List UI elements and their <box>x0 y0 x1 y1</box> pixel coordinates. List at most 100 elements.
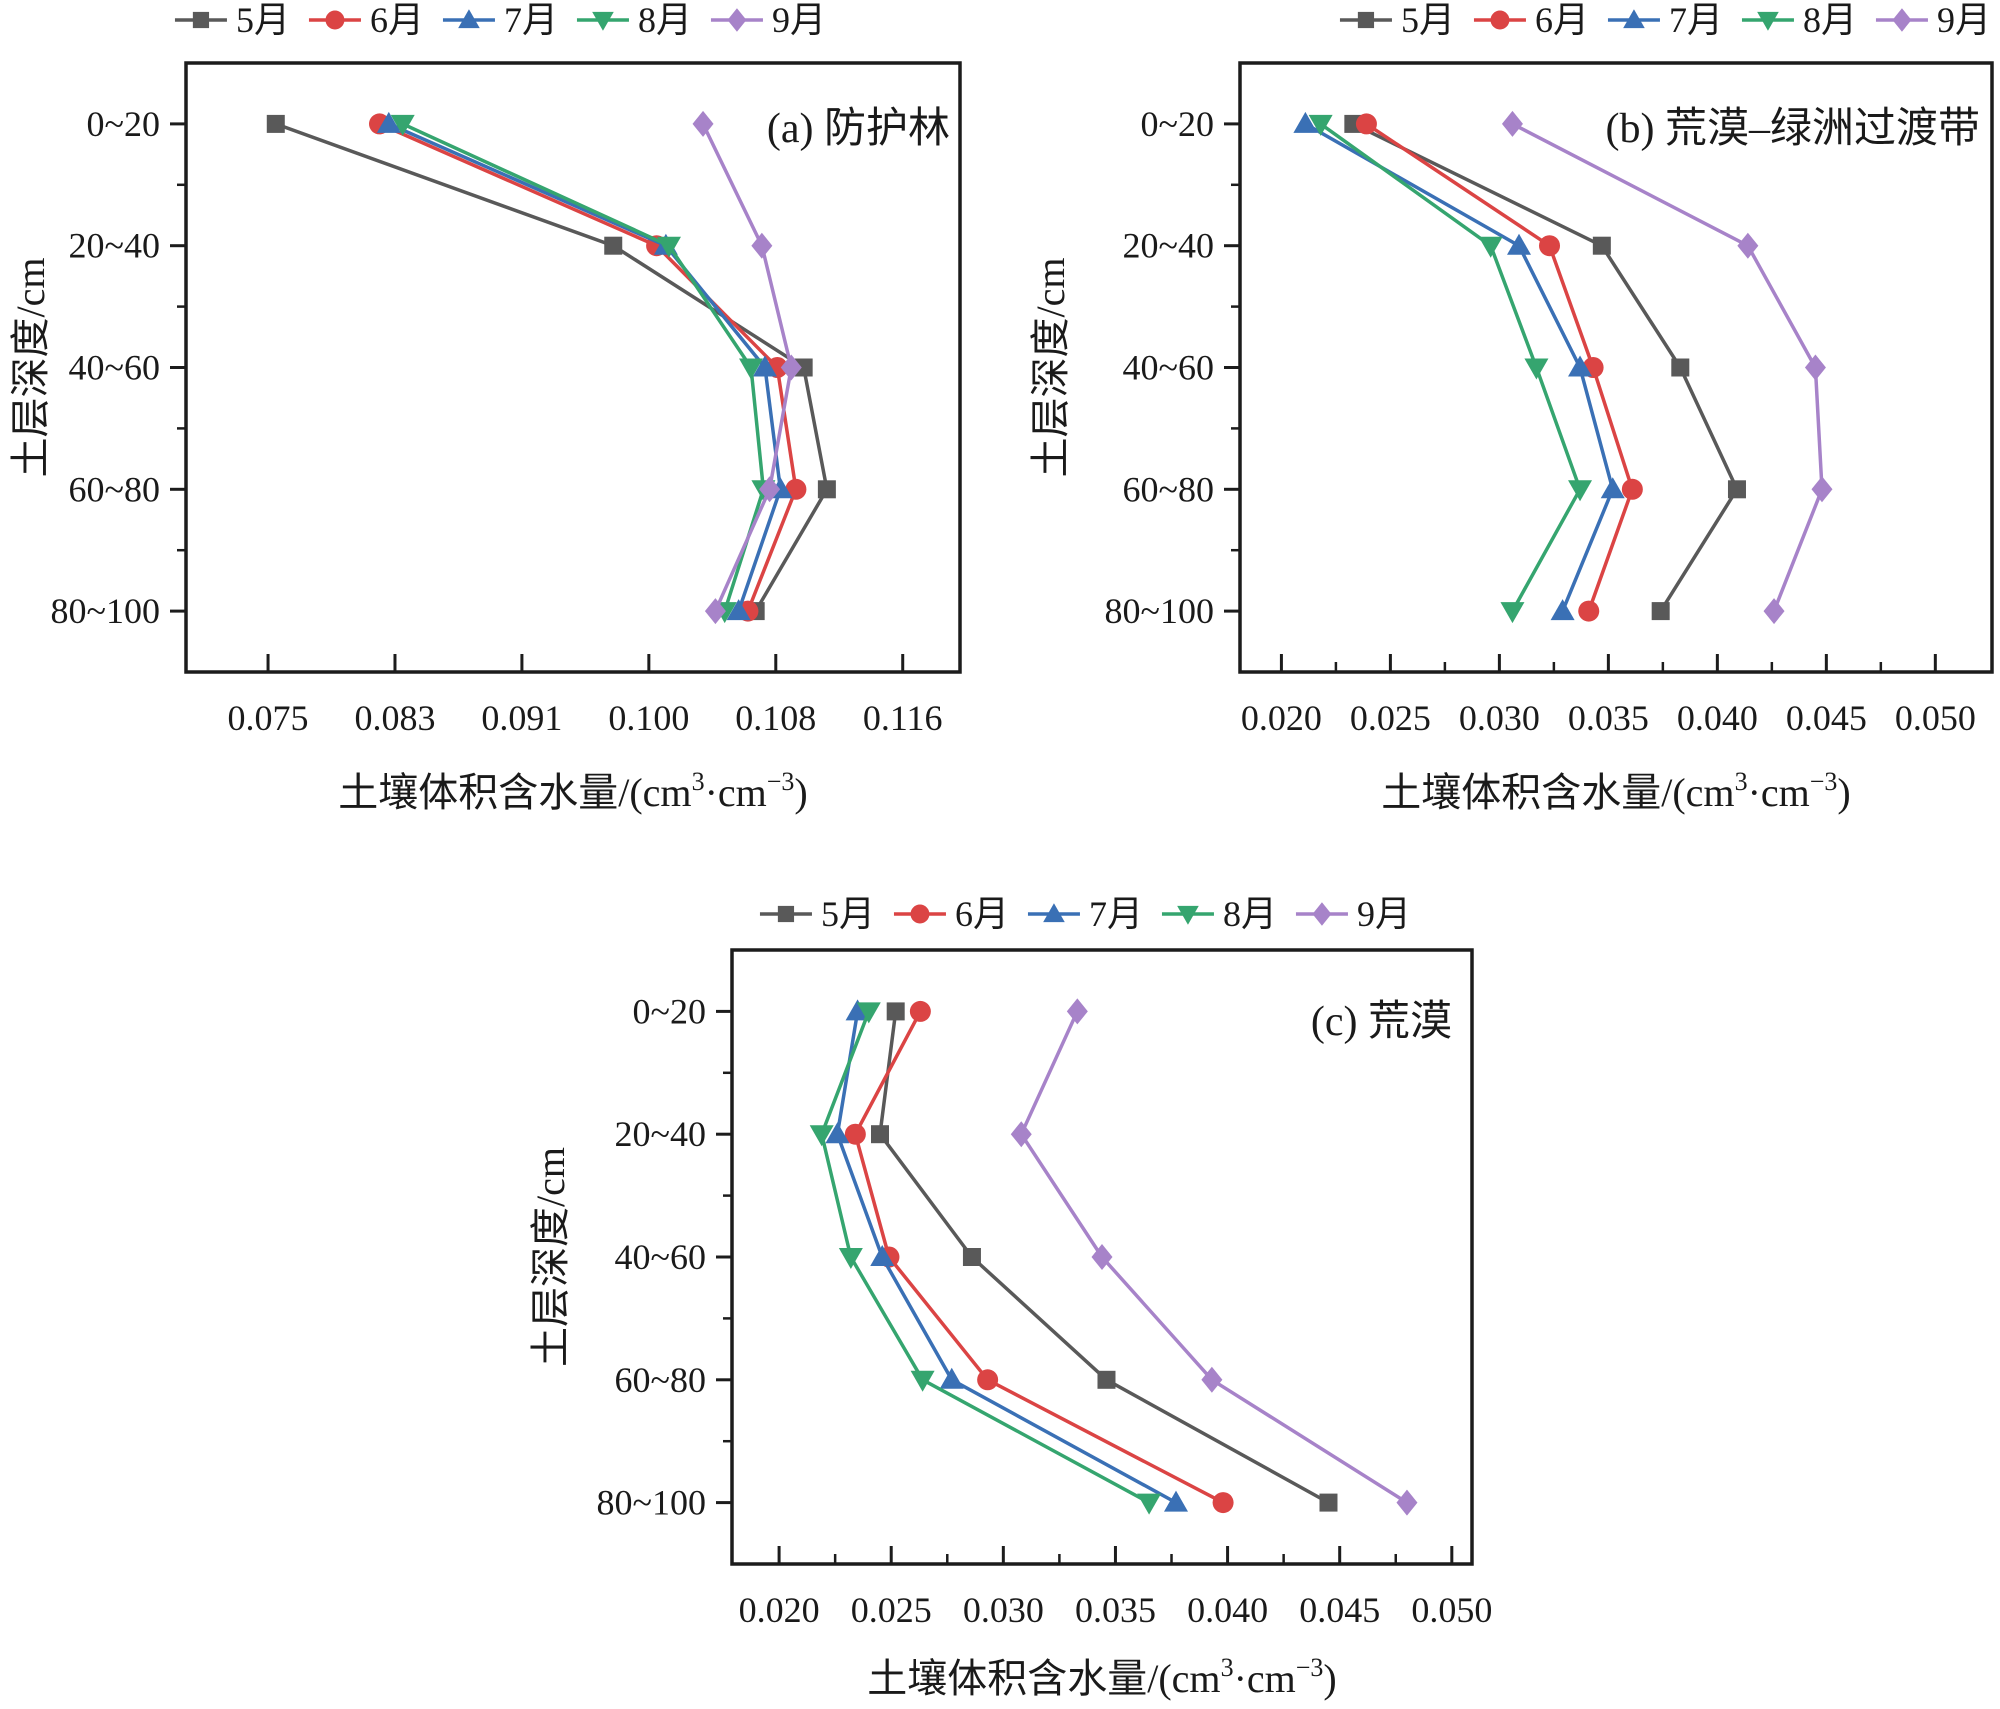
plot-area-a: 0.075 0.083 0.091 0.100 0.108 0.116 0~20 20~40 4… <box>0 0 1000 880</box>
y-tick-label: 20~40 <box>615 1114 706 1154</box>
series-m7 <box>376 111 793 621</box>
square-icon <box>1339 11 1392 29</box>
diamond-icon <box>711 8 764 32</box>
triangle-down-icon <box>1162 905 1215 925</box>
series-m8 <box>1308 114 1593 624</box>
x-tick-label: 0.050 <box>1895 698 1976 738</box>
circle-icon <box>1473 10 1526 30</box>
y-tick-label: 40~60 <box>69 348 160 388</box>
x-axis-title: 土壤体积含水量/(cm3·cm−3) <box>1381 767 1851 815</box>
x-tick-label: 0.025 <box>1350 698 1431 738</box>
legend-item-m9: 9月 <box>1295 896 1411 932</box>
triangle-down-icon <box>577 11 630 31</box>
diamond-icon <box>1876 8 1929 32</box>
x-tick-label: 0.083 <box>354 698 435 738</box>
series-m8 <box>809 1002 1162 1515</box>
x-tick-label: 0.050 <box>1411 1590 1492 1630</box>
subplot-annotation-c: (c) 荒漠 <box>1311 999 1452 1045</box>
legend-item-m8: 8月 <box>1161 896 1277 932</box>
triangle-up-icon <box>442 9 495 29</box>
legend-item-m7: 7月 <box>442 2 558 38</box>
y-tick-label: 60~80 <box>1123 469 1214 509</box>
chart-c-svg: 0.020 0.025 0.030 0.035 0.040 0.045 0.050 0~20 2… <box>528 948 1492 1701</box>
series-m7 <box>825 999 1188 1512</box>
x-tick-label: 0.040 <box>1677 698 1758 738</box>
x-tick-label: 0.091 <box>481 698 562 738</box>
legend-item-m5: 5月 <box>759 896 875 932</box>
x-tick-label: 0.045 <box>1299 1590 1380 1630</box>
legend-a: 5月 6月 7月 8月 9月 <box>174 2 826 38</box>
legend-label: 9月 <box>1357 894 1412 934</box>
legend-item-m7: 7月 <box>1607 2 1723 38</box>
legend-item-m6: 6月 <box>308 2 424 38</box>
x-tick-label: 0.020 <box>1241 698 1322 738</box>
subplot-annotation-a: (a) 防护林 <box>767 106 950 152</box>
subplot-c-desert: 5月 6月 7月 8月 9月 0.020 0.025 0.030 0.035 0.040 0.04… <box>0 880 2000 1709</box>
x-tick-label: 0.030 <box>1459 698 1540 738</box>
y-tick-label: 80~100 <box>597 1483 706 1523</box>
legend-item-m7: 7月 <box>1027 896 1143 932</box>
plot-area-b: 0.020 0.025 0.030 0.035 0.040 0.045 0.050 0~20 2… <box>1000 0 2000 880</box>
legend-item-m8: 8月 <box>1741 2 1857 38</box>
legend-label: 6月 <box>1534 0 1589 40</box>
chart-b-svg: 0.020 0.025 0.030 0.035 0.040 0.045 0.050 0~20 2… <box>1028 61 1994 815</box>
legend-item-m5: 5月 <box>174 2 290 38</box>
series-m6 <box>369 113 807 622</box>
triangle-down-icon <box>1742 11 1795 31</box>
legend-b: 5月 6月 7月 8月 9月 <box>1339 2 1991 38</box>
legend-label: 7月 <box>1088 894 1144 934</box>
circle-icon <box>893 904 946 924</box>
y-tick-label: 0~20 <box>633 991 706 1031</box>
subplot-a-protection-forest: 5月 6月 7月 8月 9月 0.075 0.083 0.091 0.100 0.108 0.11… <box>0 0 1000 880</box>
series-m5 <box>1344 114 1746 621</box>
series-m6 <box>844 1000 1234 1514</box>
x-axis-title: 土壤体积含水量/(cm3·cm−3) <box>867 1653 1337 1701</box>
legend-label: 8月 <box>1803 0 1858 40</box>
series-m6 <box>1355 113 1643 622</box>
series-m9 <box>1501 110 1833 625</box>
x-tick-label: 0.025 <box>851 1590 932 1630</box>
legend-label: 9月 <box>772 0 827 40</box>
legend-label: 6月 <box>369 0 424 40</box>
legend-item-m6: 6月 <box>1473 2 1589 38</box>
x-tick-label: 0.020 <box>739 1590 820 1630</box>
circle-icon <box>308 10 361 30</box>
diamond-icon <box>1296 902 1349 926</box>
series-m8 <box>390 114 776 624</box>
x-tick-label: 0.040 <box>1187 1590 1268 1630</box>
y-tick-label: 80~100 <box>1105 591 1214 631</box>
y-tick-label: 60~80 <box>69 469 160 509</box>
square-icon <box>759 905 812 923</box>
legend-item-m8: 8月 <box>576 2 692 38</box>
x-tick-label: 0.100 <box>608 698 689 738</box>
legend-label: 8月 <box>1223 894 1278 934</box>
legend-label: 7月 <box>503 0 559 40</box>
y-tick-label: 20~40 <box>69 226 160 266</box>
legend-label: 5月 <box>1400 0 1455 40</box>
y-axis-title: 土层深度/cm <box>1028 258 1073 478</box>
subplot-annotation-b: (b) 荒漠–绿洲过渡带 <box>1606 105 1980 152</box>
legend-item-m5: 5月 <box>1339 2 1455 38</box>
x-tick-label: 0.108 <box>735 698 816 738</box>
series-m9 <box>692 110 802 625</box>
series-m7 <box>1293 111 1625 621</box>
y-tick-label: 60~80 <box>615 1360 706 1400</box>
y-tick-label: 40~60 <box>615 1237 706 1277</box>
legend-label: 5月 <box>820 894 875 934</box>
legend-c: 5月 6月 7月 8月 9月 <box>759 896 1411 932</box>
y-tick-label: 0~20 <box>87 104 160 144</box>
legend-label: 9月 <box>1937 0 1992 40</box>
triangle-up-icon <box>1607 9 1660 29</box>
x-tick-label: 0.035 <box>1568 698 1649 738</box>
triangle-up-icon <box>1027 903 1080 923</box>
y-tick-label: 0~20 <box>1141 104 1214 144</box>
y-axis-title: 土层深度/cm <box>528 1147 573 1367</box>
legend-label: 5月 <box>235 0 290 40</box>
legend-item-m9: 9月 <box>1875 2 1991 38</box>
chart-a-svg: 0.075 0.083 0.091 0.100 0.108 0.116 0~20 20~40 4… <box>8 61 962 815</box>
y-tick-label: 40~60 <box>1123 348 1214 388</box>
series-m5 <box>871 1002 1338 1512</box>
x-tick-label: 0.035 <box>1075 1590 1156 1630</box>
square-icon <box>174 11 227 29</box>
y-tick-label: 80~100 <box>51 591 160 631</box>
